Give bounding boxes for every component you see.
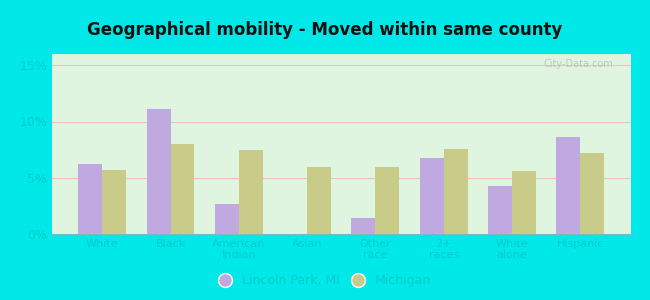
- Bar: [556, 137, 580, 234]
- Bar: [352, 218, 376, 234]
- Bar: [512, 171, 536, 234]
- Bar: [239, 150, 263, 234]
- Bar: [170, 144, 194, 234]
- Bar: [420, 158, 444, 234]
- Bar: [376, 167, 399, 234]
- Bar: [147, 109, 170, 234]
- Legend: Lincoln Park, MI, Michigan: Lincoln Park, MI, Michigan: [215, 270, 435, 291]
- Text: City-Data.com: City-Data.com: [543, 59, 613, 69]
- Bar: [102, 170, 126, 234]
- Bar: [307, 167, 331, 234]
- Bar: [444, 148, 467, 234]
- Bar: [78, 164, 102, 234]
- Bar: [488, 186, 512, 234]
- Bar: [215, 204, 239, 234]
- Text: Geographical mobility - Moved within same county: Geographical mobility - Moved within sam…: [87, 21, 563, 39]
- Bar: [580, 153, 605, 234]
